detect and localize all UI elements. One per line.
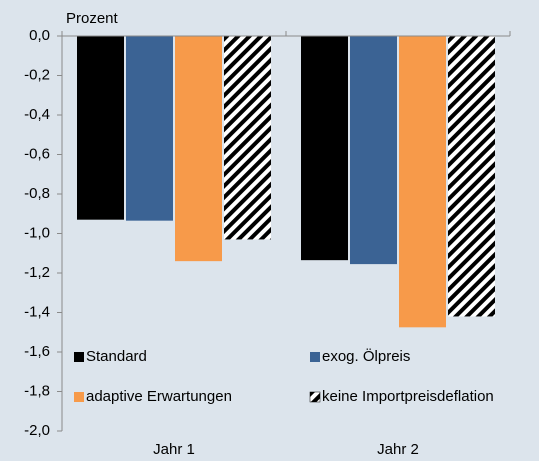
x-tick-label: Jahr 1: [153, 441, 195, 458]
legend-swatch: [74, 392, 84, 402]
legend-label: Standard: [86, 348, 147, 365]
y-tick-label: -0,4: [24, 106, 50, 123]
bar: [301, 36, 348, 261]
x-tick-label: Jahr 2: [377, 441, 419, 458]
bar: [350, 36, 397, 265]
legend-swatch: [310, 352, 320, 362]
y-tick-label: -1,8: [24, 382, 50, 399]
y-tick-label: -1,0: [24, 224, 50, 241]
y-tick-label: -0,2: [24, 66, 50, 83]
bar: [77, 36, 124, 220]
y-tick-label: -1,2: [24, 264, 50, 281]
y-tick-label: -0,8: [24, 185, 50, 202]
y-tick-label: 0,0: [29, 27, 50, 44]
bar: [224, 36, 271, 240]
y-tick-label: -0,6: [24, 145, 50, 162]
legend-label: adaptive Erwartungen: [86, 388, 232, 405]
y-tick-label: -1,6: [24, 343, 50, 360]
y-tick-label: -1,4: [24, 303, 50, 320]
y-axis-label: Prozent: [66, 10, 119, 27]
bar: [448, 36, 495, 317]
legend-label: exog. Ölpreis: [322, 347, 410, 365]
y-tick-label: -2,0: [24, 422, 50, 439]
legend-swatch: [309, 391, 321, 403]
legend-label: keine Importpreisdeflation: [322, 388, 494, 405]
bar: [126, 36, 173, 221]
bar: [175, 36, 222, 262]
bar: [399, 36, 446, 328]
legend-swatch: [74, 352, 84, 362]
